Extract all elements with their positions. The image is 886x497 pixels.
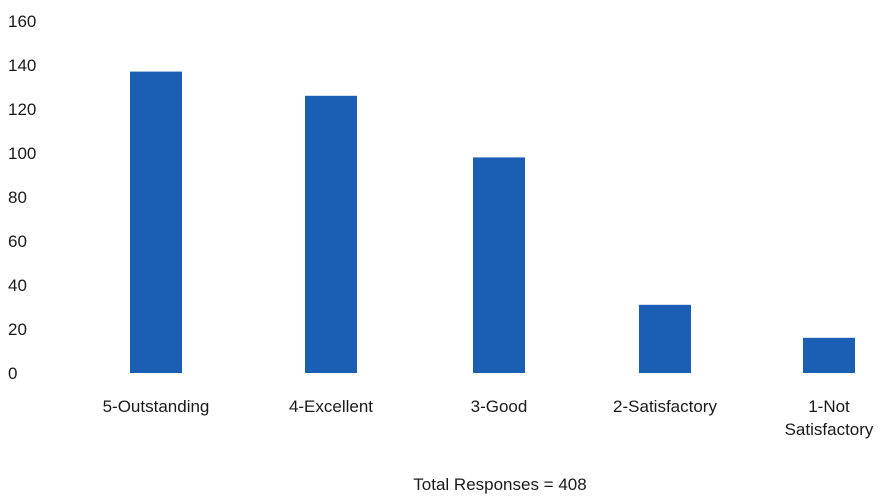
- category-label: 5-Outstanding: [103, 397, 210, 416]
- bar: [803, 337, 855, 373]
- y-tick-label: 40: [8, 276, 27, 295]
- bar: [473, 157, 525, 373]
- bar: [130, 71, 182, 373]
- y-tick-label: 60: [8, 232, 27, 251]
- category-label: Satisfactory: [785, 420, 874, 439]
- y-tick-label: 140: [8, 56, 36, 75]
- y-tick-label: 100: [8, 144, 36, 163]
- y-tick-label: 20: [8, 320, 27, 339]
- category-label: 4-Excellent: [289, 397, 373, 416]
- y-tick-label: 80: [8, 188, 27, 207]
- y-tick-label: 0: [8, 364, 17, 383]
- x-axis-label: Total Responses = 408: [413, 475, 586, 494]
- category-label: 3-Good: [471, 397, 528, 416]
- bar: [305, 95, 357, 374]
- y-tick-label: 160: [8, 12, 36, 31]
- bar: [639, 304, 691, 373]
- bars-group: [130, 71, 855, 374]
- y-tick-label: 120: [8, 100, 36, 119]
- y-axis-ticks: 0 20 40 60 80 100 120 140 160: [8, 12, 36, 383]
- category-label: 2-Satisfactory: [613, 397, 717, 416]
- category-labels: 5-Outstanding 4-Excellent 3-Good 2-Satisfac…: [103, 397, 874, 439]
- category-label: 1-Not: [808, 397, 850, 416]
